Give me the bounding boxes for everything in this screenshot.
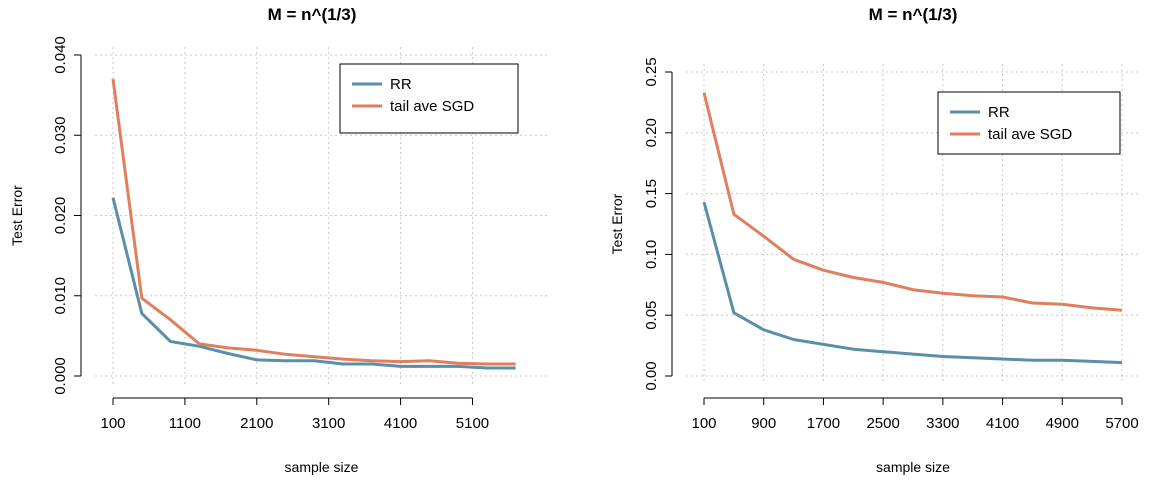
y-tick-label: 0.030 [52, 116, 69, 154]
x-axis: 100 1100 2100 3100 4100 5100 [100, 397, 489, 432]
legend-label-rr: RR [988, 104, 1010, 121]
series-line-tail-ave-sgd [702, 92, 1123, 312]
x-tick-label: 2100 [240, 415, 273, 432]
y-axis-label: Test Error [9, 185, 25, 246]
x-tick-label: 5100 [456, 415, 489, 432]
y-axis-label: Test Error [609, 193, 625, 254]
legend-label-tail-ave-sgd: tail ave SGD [390, 98, 474, 115]
x-tick-label: 2500 [866, 415, 899, 432]
y-tick-label: 0.10 [643, 240, 660, 269]
chart-panel-1: 100 1100 2100 3100 4100 51000.0000.0100.0200.… [9, 5, 548, 475]
legend: RR tail ave SGD [937, 91, 1121, 155]
series-line-rr [702, 201, 1123, 365]
x-tick-label: 3300 [926, 415, 959, 432]
chart-title: M = n^(1/3) [268, 5, 357, 24]
legend: RR tail ave SGD [339, 63, 519, 134]
x-tick-label: 100 [691, 415, 716, 432]
y-axis: 0.00 0.05 0.10 0.15 0.20 0.25 [643, 57, 673, 391]
y-tick-label: 0.20 [643, 118, 660, 147]
series-line-rr [111, 197, 516, 370]
x-tick-label: 1700 [807, 415, 840, 432]
x-tick-label: 4900 [1046, 415, 1079, 432]
y-tick-label: 0.020 [52, 197, 69, 235]
x-tick-label: 900 [751, 415, 776, 432]
y-tick-label: 0.000 [52, 357, 69, 395]
y-axis: 0.000 0.010 0.020 0.030 0.040 [52, 36, 82, 395]
x-tick-label: 4100 [384, 415, 417, 432]
legend-box [339, 63, 519, 134]
y-tick-label: 0.00 [643, 361, 660, 390]
x-tick-label: 100 [100, 415, 125, 432]
legend-box [937, 91, 1121, 155]
y-tick-label: 0.040 [52, 36, 69, 74]
series-line-tail-ave-sgd [111, 78, 516, 366]
y-tick-label: 0.15 [643, 179, 660, 208]
x-tick-label: 4100 [986, 415, 1019, 432]
y-tick-label: 0.05 [643, 301, 660, 330]
x-tick-label: 1100 [169, 415, 201, 432]
x-tick-label: 5700 [1105, 415, 1138, 432]
y-tick-label: 0.010 [52, 277, 69, 315]
x-axis-label: sample size [876, 459, 950, 475]
x-tick-label: 3100 [312, 415, 345, 432]
y-tick-label: 0.25 [643, 57, 660, 86]
x-axis-label: sample size [285, 459, 359, 475]
chart-panel-2: 100 900 1700 2500 3300 4100 4900 57000.000.050.… [609, 5, 1140, 475]
x-axis: 100 900 1700 2500 3300 4100 4900 5700 [691, 397, 1139, 432]
legend-label-tail-ave-sgd: tail ave SGD [988, 126, 1072, 143]
legend-label-rr: RR [390, 76, 412, 93]
chart-title: M = n^(1/3) [869, 5, 958, 24]
